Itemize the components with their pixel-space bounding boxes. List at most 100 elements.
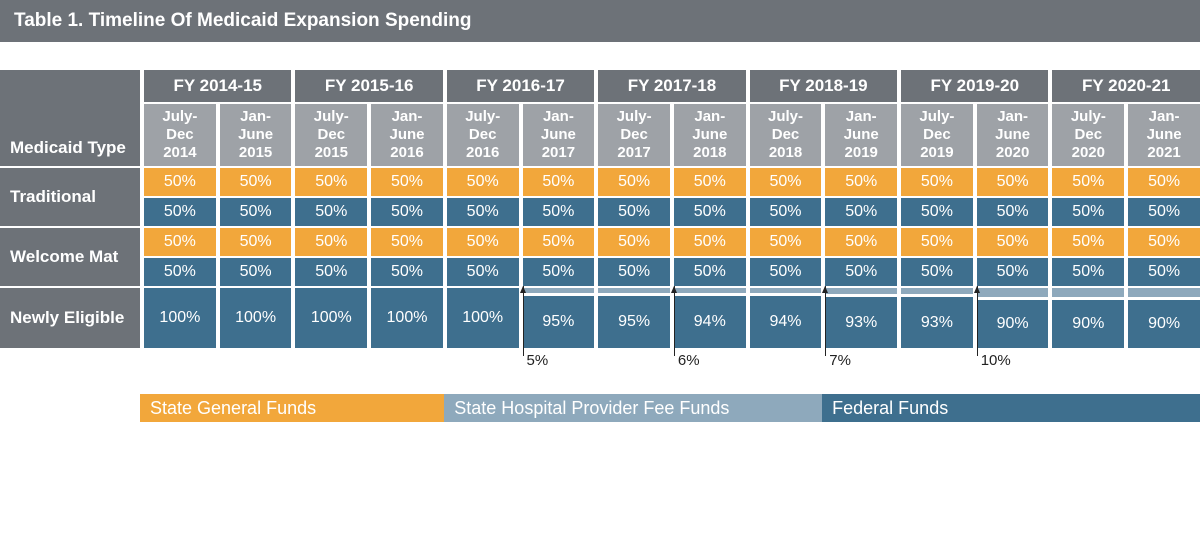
table-header: Medicaid Type FY 2014-15FY 2015-16FY 201… xyxy=(0,70,1200,166)
cell-federal: 50% xyxy=(1124,196,1200,226)
cell-state-general: 50% xyxy=(367,166,443,196)
cell-state-general: 50% xyxy=(519,166,595,196)
cell-state-general: 50% xyxy=(746,166,822,196)
cell-federal: 50% xyxy=(594,196,670,226)
cell-state-general: 50% xyxy=(973,226,1049,256)
fy-header: FY 2020-21 xyxy=(1048,70,1200,102)
cell-federal: 50% xyxy=(1048,196,1124,226)
cell-newly-eligible: 90% xyxy=(1048,286,1124,348)
fy-header: FY 2017-18 xyxy=(594,70,745,102)
cell-newly-eligible: 100% xyxy=(140,286,216,348)
cell-state-general: 50% xyxy=(291,166,367,196)
cell-state-general: 50% xyxy=(1048,226,1124,256)
cell-federal: 50% xyxy=(594,256,670,286)
cell-federal: 50% xyxy=(443,256,519,286)
period-header: July-Dec2019 xyxy=(897,102,973,166)
bar-federal: 94% xyxy=(750,296,822,348)
cell-newly-eligible: 90% xyxy=(1124,286,1200,348)
bar-hpf xyxy=(1052,288,1124,297)
cell-newly-eligible: 94% xyxy=(670,286,746,348)
cell-newly-eligible: 95% xyxy=(594,286,670,348)
bar-federal: 100% xyxy=(371,288,443,348)
cell-federal: 50% xyxy=(519,196,595,226)
bar-federal: 95% xyxy=(523,296,595,349)
period-header: Jan-June2015 xyxy=(216,102,292,166)
period-header: Jan-June2017 xyxy=(519,102,595,166)
cell-federal: 50% xyxy=(140,256,216,286)
period-header: Jan-June2016 xyxy=(367,102,443,166)
cell-state-general: 50% xyxy=(216,226,292,256)
bar-hpf xyxy=(977,288,1049,297)
period-header: July-Dec2020 xyxy=(1048,102,1124,166)
cell-state-general: 50% xyxy=(140,166,216,196)
cell-state-general: 50% xyxy=(897,226,973,256)
row-header: Welcome Mat xyxy=(0,226,140,286)
legend: State General FundsState Hospital Provid… xyxy=(140,394,1200,422)
cell-state-general: 50% xyxy=(594,166,670,196)
cell-federal: 50% xyxy=(670,256,746,286)
bar-federal: 100% xyxy=(447,288,519,348)
cell-state-general: 50% xyxy=(670,226,746,256)
corner-label: Medicaid Type xyxy=(0,70,140,166)
fy-header: FY 2018-19 xyxy=(746,70,897,102)
period-header: July-Dec2015 xyxy=(291,102,367,166)
legend-item: State General Funds xyxy=(140,394,444,422)
cell-newly-eligible: 94% xyxy=(746,286,822,348)
cell-federal: 50% xyxy=(291,256,367,286)
cell-state-general: 50% xyxy=(746,226,822,256)
table-body: Traditional50%50%50%50%50%50%50%50%50%50… xyxy=(0,166,1200,348)
table-title: Table 1. Timeline Of Medicaid Expansion … xyxy=(0,0,1200,42)
table-wrap: Medicaid Type FY 2014-15FY 2015-16FY 201… xyxy=(0,42,1200,422)
bar-federal: 95% xyxy=(598,296,670,349)
bar-federal: 100% xyxy=(220,288,292,348)
fy-header: FY 2019-20 xyxy=(897,70,1048,102)
cell-newly-eligible: 93% xyxy=(897,286,973,348)
bar-federal: 90% xyxy=(1052,300,1124,348)
bar-federal: 93% xyxy=(825,297,897,348)
cell-state-general: 50% xyxy=(1048,166,1124,196)
cell-federal: 50% xyxy=(216,196,292,226)
cell-federal: 50% xyxy=(821,196,897,226)
cell-state-general: 50% xyxy=(1124,166,1200,196)
cell-newly-eligible: 93% xyxy=(821,286,897,348)
cell-newly-eligible: 100% xyxy=(291,286,367,348)
cell-federal: 50% xyxy=(367,256,443,286)
cell-federal: 50% xyxy=(746,256,822,286)
cell-state-general: 50% xyxy=(140,226,216,256)
row-header: Newly Eligible xyxy=(0,286,140,348)
period-header: Jan-June2020 xyxy=(973,102,1049,166)
cell-federal: 50% xyxy=(1048,256,1124,286)
cell-federal: 50% xyxy=(973,196,1049,226)
cell-federal: 50% xyxy=(897,196,973,226)
row-header: Traditional xyxy=(0,166,140,226)
bar-federal: 100% xyxy=(295,288,367,348)
callout-label: 6% xyxy=(678,352,700,369)
spending-table: Medicaid Type FY 2014-15FY 2015-16FY 201… xyxy=(0,70,1200,348)
cell-newly-eligible: 100% xyxy=(443,286,519,348)
callouts: 5%6%7%10% xyxy=(0,348,1200,388)
cell-newly-eligible: 100% xyxy=(216,286,292,348)
period-header: Jan-June2018 xyxy=(670,102,746,166)
cell-federal: 50% xyxy=(367,196,443,226)
cell-state-general: 50% xyxy=(367,226,443,256)
period-header: July-Dec2016 xyxy=(443,102,519,166)
period-header: Jan-June2019 xyxy=(821,102,897,166)
cell-state-general: 50% xyxy=(821,166,897,196)
cell-state-general: 50% xyxy=(443,226,519,256)
bar-federal: 90% xyxy=(977,300,1049,348)
bar-federal: 90% xyxy=(1128,300,1200,348)
cell-federal: 50% xyxy=(291,196,367,226)
callout-label: 7% xyxy=(829,352,851,369)
cell-federal: 50% xyxy=(1124,256,1200,286)
callout-label: 5% xyxy=(527,352,549,369)
fy-header: FY 2016-17 xyxy=(443,70,594,102)
cell-federal: 50% xyxy=(670,196,746,226)
cell-state-general: 50% xyxy=(291,226,367,256)
cell-state-general: 50% xyxy=(670,166,746,196)
fy-header: FY 2014-15 xyxy=(140,70,291,102)
bar-federal: 93% xyxy=(901,297,973,348)
cell-federal: 50% xyxy=(821,256,897,286)
period-header: Jan-June2021 xyxy=(1124,102,1200,166)
cell-state-general: 50% xyxy=(519,226,595,256)
cell-state-general: 50% xyxy=(973,166,1049,196)
